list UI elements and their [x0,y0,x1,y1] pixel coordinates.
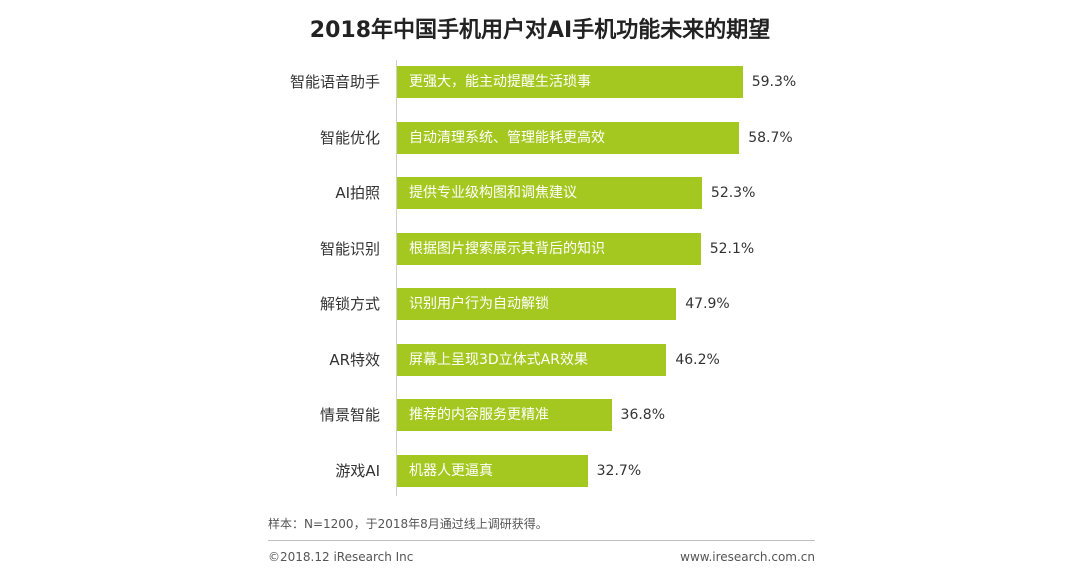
footer-divider [268,540,815,541]
bar: 更强大，能主动提醒生活琐事 [397,66,743,98]
category-label: AR特效 [329,350,380,369]
bar-description: 屏幕上呈现3D立体式AR效果 [409,351,588,368]
category-label: 游戏AI [335,461,380,480]
sample-note: 样本：N=1200，于2018年8月通过线上调研获得。 [268,517,548,531]
value-label: 52.1% [709,240,755,257]
value-label: 36.8% [620,407,666,423]
bar: 识别用户行为自动解锁 [397,288,677,320]
value-label: 58.7% [748,129,793,146]
bar: 屏幕上呈现3D立体式AR效果 [397,343,667,376]
bar: 根据图片搜索展示其背后的知识 [397,232,701,265]
bar: 机器人更逼真 [397,454,588,487]
chart-title: 2018年中国手机用户对AI手机功能未来的期望 [309,18,771,43]
category-axis-line [396,60,397,496]
bar-description: 提供专业级构图和调焦建议 [409,185,577,201]
bar: 推荐的内容服务更精准 [397,399,612,431]
bar: 自动清理系统、管理能耗更高效 [397,121,740,154]
category-label: 解锁方式 [319,295,380,313]
value-label: 32.7% [596,462,642,479]
bar-description: 推荐的内容服务更精准 [409,407,549,423]
value-label: 46.2% [675,351,720,368]
value-label: 52.3% [710,185,756,201]
bar-description: 根据图片搜索展示其背后的知识 [409,240,605,257]
website-text: www.iresearch.com.cn [680,550,815,564]
category-label: AI拍照 [335,184,380,202]
category-label: 智能优化 [319,128,380,147]
bar: 提供专业级构图和调焦建议 [397,177,702,209]
bar-description: 更强大，能主动提醒生活琐事 [409,74,591,90]
category-label: 情景智能 [319,406,380,424]
category-label: 智能识别 [319,239,380,258]
value-label: 47.9% [685,296,730,312]
value-label: 59.3% [751,74,797,90]
bar-description: 自动清理系统、管理能耗更高效 [409,129,605,146]
category-label: 智能语音助手 [289,73,380,91]
copyright-text: ©2018.12 iResearch Inc [268,550,414,564]
bar-description: 机器人更逼真 [409,462,493,479]
bar-description: 识别用户行为自动解锁 [409,296,549,312]
